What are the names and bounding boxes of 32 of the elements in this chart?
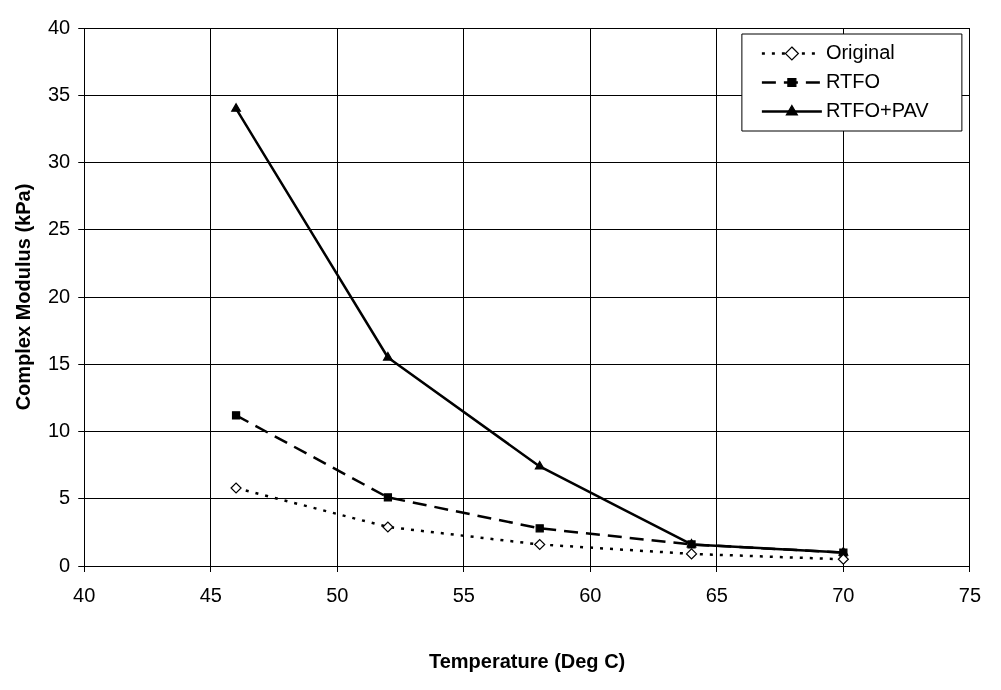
y-tick-label: 35 bbox=[48, 82, 71, 105]
x-tick-label: 70 bbox=[832, 583, 855, 606]
x-tick-label: 60 bbox=[579, 583, 602, 606]
x-tick-label: 50 bbox=[326, 583, 349, 606]
legend-label: RTFO bbox=[825, 70, 880, 93]
point bbox=[534, 538, 546, 551]
x-tick-label: 45 bbox=[199, 583, 222, 606]
point bbox=[231, 411, 241, 420]
point bbox=[685, 548, 698, 560]
point bbox=[535, 524, 544, 533]
y-tick-label: 20 bbox=[48, 284, 71, 307]
y-tick-label: 25 bbox=[48, 217, 71, 240]
y-tick-label: 10 bbox=[48, 419, 71, 442]
legend-label: RTFO+PAV bbox=[825, 99, 930, 122]
x-tick-label: 40 bbox=[73, 583, 96, 606]
y-tick-label: 0 bbox=[59, 553, 71, 576]
x-tick-label: 55 bbox=[452, 583, 475, 606]
legend-label: Original bbox=[825, 41, 895, 64]
point bbox=[382, 521, 394, 533]
x-tick-label: 75 bbox=[958, 583, 981, 606]
point bbox=[231, 103, 241, 112]
point bbox=[383, 493, 393, 502]
point bbox=[382, 351, 393, 361]
x-tick-label: 65 bbox=[705, 583, 728, 606]
point bbox=[230, 482, 242, 494]
y-axis-title: Complex Modulus (kPa) bbox=[11, 183, 34, 411]
y-tick-label: 30 bbox=[48, 150, 71, 173]
x-axis-title: Temperature (Deg C) bbox=[428, 649, 626, 672]
point bbox=[534, 460, 545, 470]
y-tick-label: 15 bbox=[48, 351, 71, 374]
y-tick-label: 40 bbox=[48, 15, 71, 38]
y-tick-label: 5 bbox=[59, 486, 71, 509]
